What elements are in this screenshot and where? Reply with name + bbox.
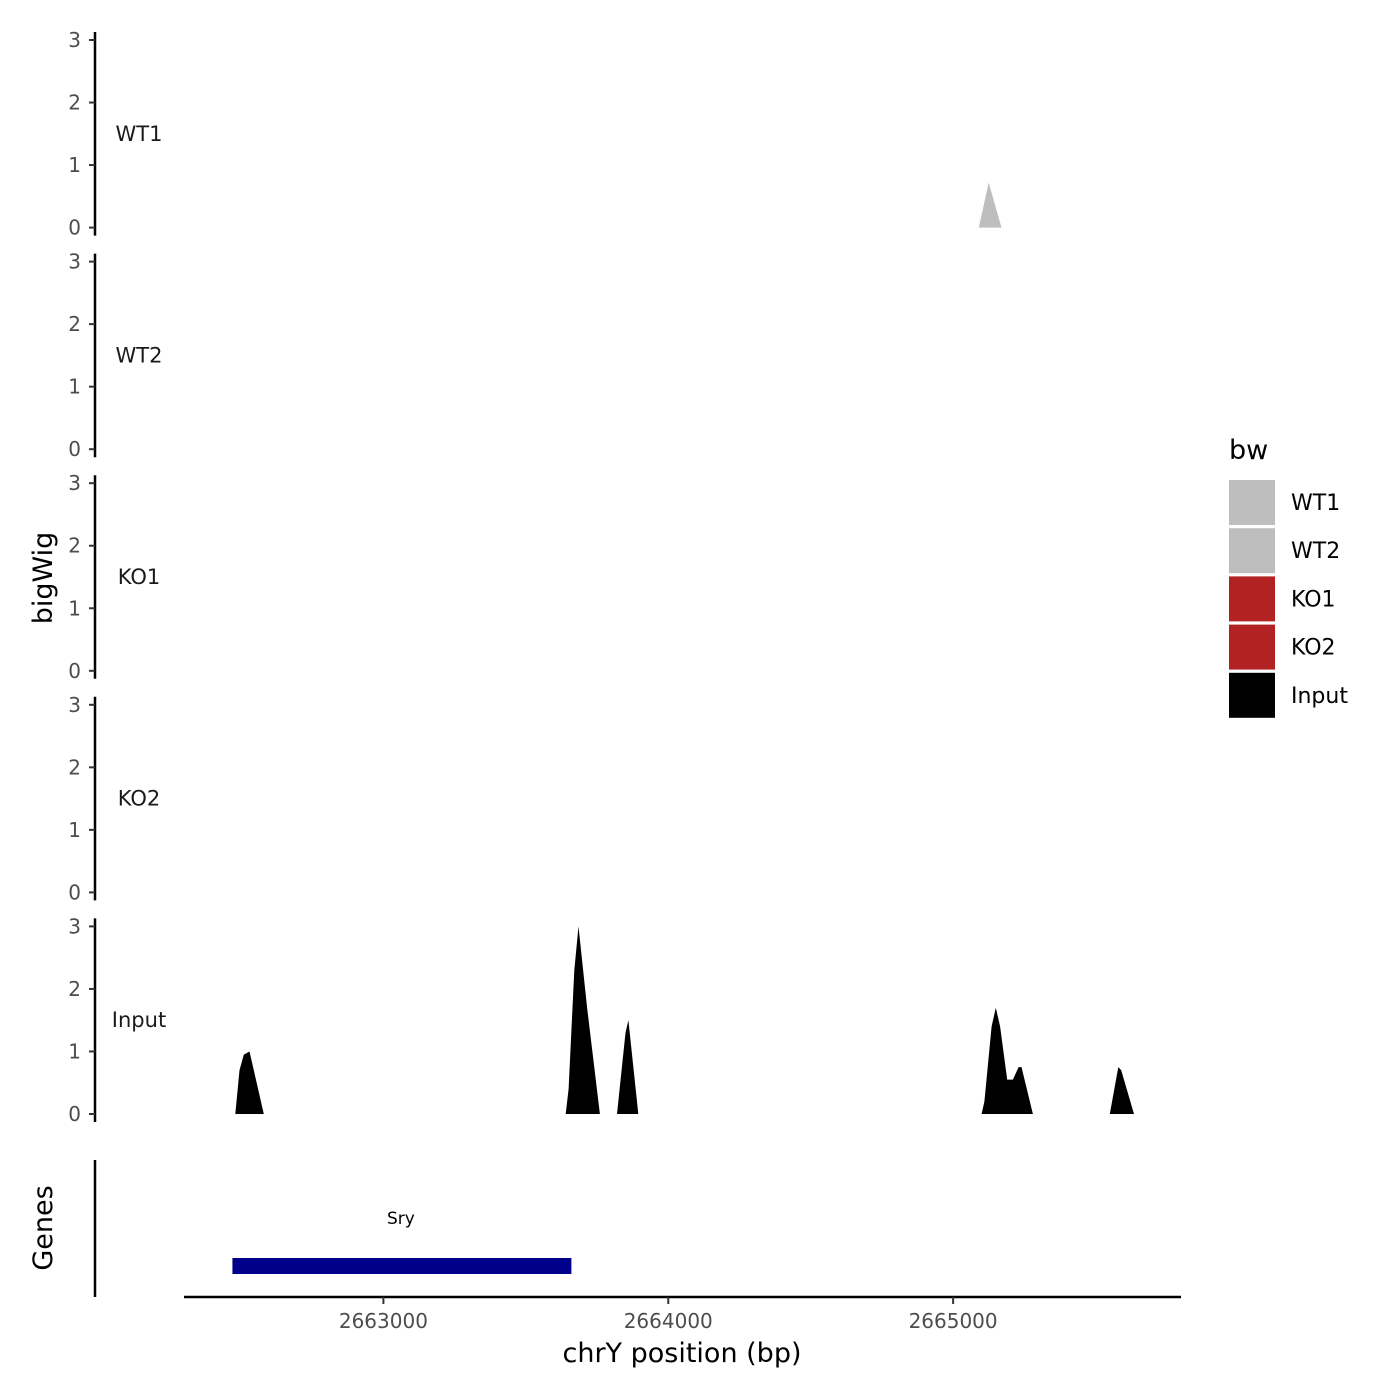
legend-item-ko1: KO1	[1229, 576, 1336, 622]
track-label: KO2	[118, 787, 161, 811]
legend-item-wt2: WT2	[1229, 528, 1340, 574]
genes-layer: Sry	[93, 1160, 572, 1297]
signal-peak	[617, 1020, 639, 1114]
x-tick-label: 2663000	[339, 1309, 428, 1333]
x-axis-title: chrY position (bp)	[562, 1338, 801, 1369]
y-axis-title: bigWig	[28, 532, 59, 625]
gene-label: Sry	[387, 1209, 415, 1229]
legend-label: Input	[1291, 684, 1348, 709]
legend-swatch	[1229, 624, 1275, 670]
y-tick-label: 2	[68, 977, 81, 1001]
gene-sry: Sry	[232, 1209, 572, 1274]
x-tick-label: 2664000	[624, 1309, 713, 1333]
signal-peak	[1109, 1067, 1134, 1114]
y-tick-label: 1	[68, 153, 81, 177]
y-tick-label: 2	[68, 312, 81, 336]
genes-track-title: Genes	[28, 1185, 59, 1270]
y-tick-label: 3	[68, 471, 81, 495]
y-tick-label: 2	[68, 534, 81, 558]
legend-swatch	[1229, 672, 1275, 718]
signal-peak	[235, 1051, 264, 1114]
gene-body	[232, 1258, 572, 1274]
track-ko2: 0 1 2 3 KO2	[68, 693, 160, 905]
track-wt2: 0 1 2 3 WT2	[68, 250, 162, 462]
legend-label: WT2	[1291, 539, 1340, 564]
legend-item-ko2: KO2	[1229, 624, 1336, 670]
y-tick-label: 1	[68, 818, 81, 842]
legend-swatch	[1229, 480, 1275, 525]
track-label: WT2	[116, 343, 163, 367]
legend-swatch	[1229, 528, 1275, 574]
legend-label: KO2	[1291, 636, 1336, 661]
y-tick-label: 0	[68, 216, 81, 240]
legend-title: bw	[1229, 435, 1268, 466]
track-label: Input	[112, 1008, 166, 1032]
legend-item-wt1: WT1	[1229, 480, 1340, 525]
signal-peak	[978, 182, 1002, 228]
tracks-layer: 0 1 2 3 WT1 0 1 2 3 WT2 0 1 2 3 KO1 0 1 2 3 KO2 0 1 2 3 Input	[68, 28, 1134, 1126]
legend-swatch	[1229, 576, 1275, 622]
track-label: WT1	[116, 122, 163, 146]
legend-item-input: Input	[1229, 672, 1348, 718]
y-tick-label: 3	[68, 250, 81, 274]
y-tick-label: 2	[68, 91, 81, 115]
x-tick-label: 2665000	[909, 1309, 998, 1333]
legend: bw WT1 WT2 KO1 KO2 Input	[1229, 435, 1348, 718]
y-tick-label: 1	[68, 596, 81, 620]
y-tick-label: 0	[68, 659, 81, 683]
x-axis: 2663000 2664000 2665000	[184, 1295, 1181, 1333]
track-label: KO1	[118, 565, 161, 589]
y-tick-label: 0	[68, 1102, 81, 1126]
y-tick-label: 3	[68, 693, 81, 717]
y-tick-label: 2	[68, 755, 81, 779]
track-input: 0 1 2 3 Input	[68, 914, 1134, 1126]
y-tick-label: 3	[68, 28, 81, 52]
y-tick-label: 1	[68, 1039, 81, 1063]
y-tick-label: 0	[68, 437, 81, 461]
track-wt1: 0 1 2 3 WT1	[68, 28, 1002, 240]
track-ko1: 0 1 2 3 KO1	[68, 471, 160, 683]
legend-label: KO1	[1291, 587, 1336, 612]
legend-label: WT1	[1291, 491, 1340, 516]
signal-peak	[565, 926, 600, 1114]
y-tick-label: 0	[68, 880, 81, 904]
y-tick-label: 3	[68, 914, 81, 938]
signal-peak	[981, 1007, 1033, 1114]
y-tick-label: 1	[68, 375, 81, 399]
